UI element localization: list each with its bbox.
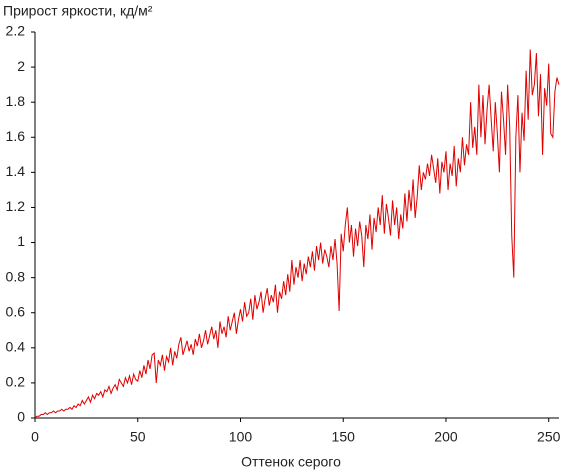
y-tick-label: 0.2 [6, 374, 26, 390]
y-tick-label: 0.8 [6, 268, 26, 284]
x-tick-label: 200 [434, 429, 458, 445]
y-tick-label: 0 [17, 409, 25, 425]
y-tick-label: 2 [17, 58, 25, 74]
x-tick-label: 50 [130, 429, 146, 445]
y-tick-label: 1.4 [6, 163, 26, 179]
y-tick-label: 1 [17, 233, 25, 249]
x-axis-label: Оттенок серого [241, 454, 341, 470]
y-tick-label: 1.2 [6, 198, 26, 214]
x-tick-label: 150 [332, 429, 356, 445]
y-tick-label: 0.6 [6, 303, 26, 319]
x-tick-label: 100 [229, 429, 253, 445]
y-tick-label: 1.6 [6, 128, 26, 144]
y-tick-label: 1.8 [6, 93, 26, 109]
x-tick-label: 0 [31, 429, 39, 445]
data-line [34, 49, 560, 419]
x-tick-label: 250 [537, 429, 561, 445]
y-tick-label: 2.2 [6, 23, 26, 39]
y-tick-label: 0.4 [6, 339, 26, 355]
chart-title: Прирост яркости, кд/м² [3, 3, 153, 19]
